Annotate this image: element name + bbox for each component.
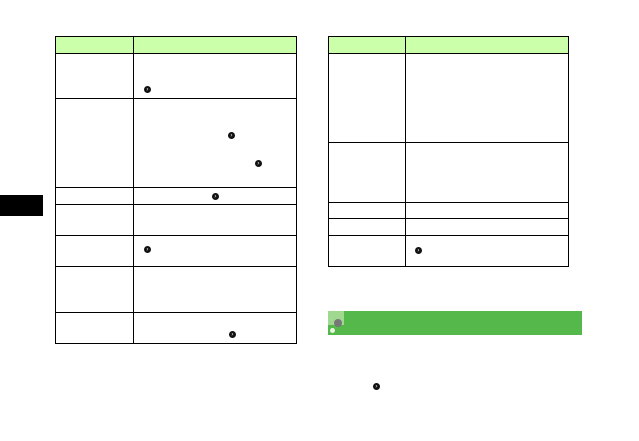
table-row bbox=[328, 142, 569, 203]
table-row bbox=[55, 266, 297, 313]
left-table: › › › › › › bbox=[55, 36, 297, 344]
arrow-circle-right-icon[interactable]: › bbox=[228, 132, 235, 139]
header-cell bbox=[405, 36, 569, 54]
section-bar bbox=[328, 311, 582, 335]
table-row: › bbox=[55, 187, 297, 205]
table-row: › bbox=[55, 53, 297, 99]
table-row bbox=[328, 218, 569, 236]
table-row bbox=[55, 204, 297, 236]
arrow-circle-right-icon[interactable]: › bbox=[255, 160, 262, 167]
arrow-circle-right-icon[interactable]: › bbox=[415, 247, 422, 254]
table-row: › bbox=[328, 235, 569, 267]
note-icon bbox=[334, 319, 342, 327]
arrow-circle-right-icon[interactable]: › bbox=[212, 193, 219, 200]
right-table: › bbox=[328, 36, 569, 267]
arrow-circle-right-icon[interactable]: › bbox=[144, 86, 151, 93]
arrow-circle-right-icon[interactable]: › bbox=[373, 383, 380, 390]
table-row bbox=[328, 202, 569, 219]
table-row: › › bbox=[55, 98, 297, 188]
arrow-circle-right-icon[interactable]: › bbox=[229, 331, 236, 338]
arrow-circle-right-icon[interactable]: › bbox=[144, 246, 151, 253]
header-cell bbox=[133, 36, 297, 54]
header-cell bbox=[55, 36, 134, 54]
chapter-tab bbox=[0, 195, 43, 216]
table-row bbox=[328, 53, 569, 143]
table-header-row bbox=[55, 36, 297, 54]
table-row: › bbox=[55, 235, 297, 267]
table-row: › bbox=[55, 312, 297, 344]
header-cell bbox=[328, 36, 406, 54]
table-header-row bbox=[328, 36, 569, 54]
